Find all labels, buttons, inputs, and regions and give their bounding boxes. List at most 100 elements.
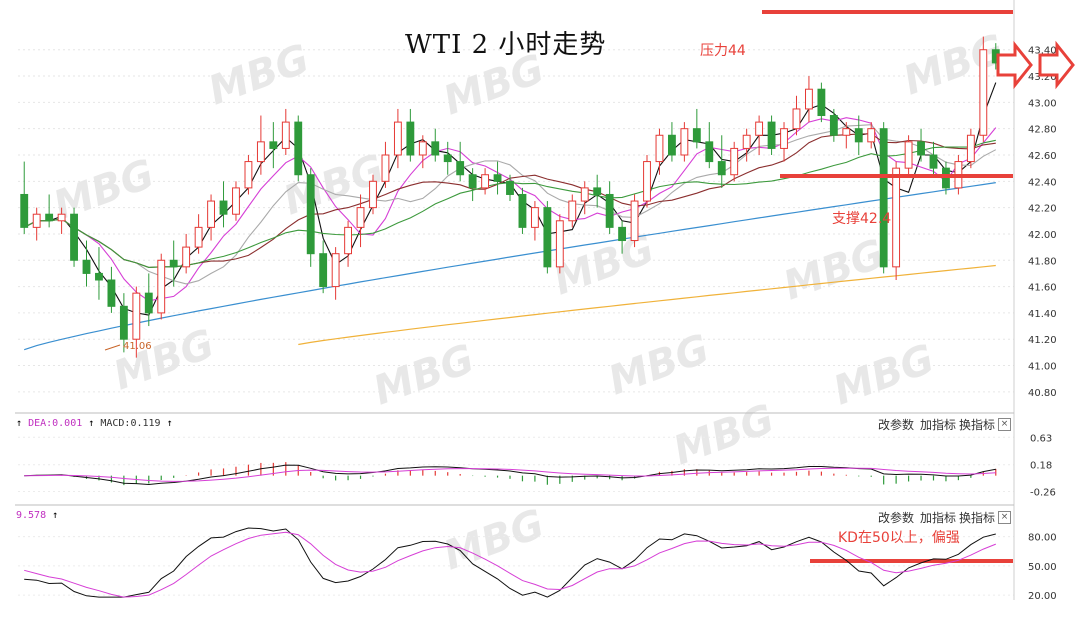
price-tick-label: 42.60 xyxy=(1028,151,1057,162)
macd-axis-ticks: 0.63 0.18 -0.26 xyxy=(1030,433,1056,498)
candle-body xyxy=(618,226,627,242)
candle-body xyxy=(32,213,41,228)
candle-body xyxy=(194,226,203,248)
chart-title: WTI 2 小时走势 xyxy=(405,30,607,60)
candle-body xyxy=(829,115,838,136)
candle-body xyxy=(369,180,377,209)
kd-value-label: 9.578 ↑ xyxy=(16,510,59,521)
sub-grid xyxy=(18,436,1014,596)
candle-body xyxy=(132,292,141,340)
candle-body xyxy=(717,161,726,176)
candle-body xyxy=(780,128,788,149)
macd-lines xyxy=(24,464,996,486)
candle-body xyxy=(518,193,527,228)
kd-tick-label: 50.00 xyxy=(1028,562,1057,573)
candle-body xyxy=(281,121,290,149)
main-grid xyxy=(18,49,1014,393)
candle-body xyxy=(306,174,315,255)
price-axis-ticks: 43.40 43.20 43.00 42.80 42.60 42.40 42.20 42.00… xyxy=(1028,46,1057,399)
candle-body xyxy=(356,207,365,228)
candle-body xyxy=(742,134,751,149)
price-tick-label: 42.80 xyxy=(1028,125,1057,136)
svg-text:MBG: MBG xyxy=(828,336,941,414)
candle-body xyxy=(692,128,701,143)
candle-body xyxy=(530,207,539,228)
candle-body xyxy=(219,200,228,215)
price-tick-label: 41.40 xyxy=(1028,309,1057,320)
candle-body xyxy=(431,141,440,156)
low-marker-arrow xyxy=(104,344,121,351)
candle-body xyxy=(755,121,764,136)
candle-body xyxy=(443,154,452,163)
svg-text:MBG: MBG xyxy=(668,396,781,474)
price-tick-label: 41.00 xyxy=(1028,362,1057,373)
candle-body xyxy=(82,259,91,274)
candle-body xyxy=(904,141,913,169)
candle-body xyxy=(555,220,564,268)
switch-indicator-button-kd[interactable]: 换指标 xyxy=(959,511,996,525)
candle-body xyxy=(543,207,552,268)
candle-body xyxy=(331,253,340,288)
candle-body xyxy=(979,49,988,136)
candle-body xyxy=(493,174,502,182)
svg-text:MBG: MBG xyxy=(898,26,1011,104)
candle-body xyxy=(119,305,128,340)
candle-body xyxy=(929,154,938,169)
candle-body xyxy=(580,187,589,202)
dea-value: DEA:0.001 xyxy=(28,418,83,429)
change-params-button-kd[interactable]: 改参数 xyxy=(878,511,915,525)
candle-body xyxy=(767,121,776,149)
candle-body xyxy=(879,128,888,268)
candle-body xyxy=(867,128,876,143)
price-tick-label: 42.00 xyxy=(1028,230,1057,241)
kd-value: 9.578 xyxy=(16,510,47,521)
candle-body xyxy=(917,141,925,156)
candle-body xyxy=(568,200,577,222)
kd-note-label: KD在50以上，偏强 xyxy=(838,530,960,546)
resistance-label: 压力44 xyxy=(700,43,746,59)
close-panel-button[interactable]: × xyxy=(998,418,1011,431)
switch-indicator-button[interactable]: 换指标 xyxy=(959,418,996,432)
candle-body xyxy=(169,259,178,268)
candle-body xyxy=(667,134,676,156)
candle-body xyxy=(294,121,303,176)
candle-body xyxy=(605,193,614,228)
moving-average-long-blue xyxy=(24,182,996,351)
candle-body xyxy=(680,128,689,156)
d-line xyxy=(24,531,996,598)
add-indicator-button-kd[interactable]: 加指标 xyxy=(920,511,957,525)
candle-body xyxy=(406,121,415,156)
candle-body xyxy=(107,279,116,307)
price-tick-label: 40.80 xyxy=(1028,388,1057,399)
candlesticks xyxy=(20,36,1000,358)
candle-body xyxy=(157,259,166,314)
candle-body xyxy=(319,253,328,288)
candle-body xyxy=(892,167,901,268)
candle-body xyxy=(95,272,103,281)
candle-body xyxy=(842,128,851,136)
candle-body xyxy=(182,246,191,268)
candle-body xyxy=(730,147,739,176)
candle-body xyxy=(20,193,29,228)
svg-text:MBG: MBG xyxy=(368,336,481,414)
price-tick-label: 41.60 xyxy=(1028,283,1057,294)
low-marker-label: 41.06 xyxy=(123,341,152,352)
kd-axis-ticks: 80.00 50.00 20.00 xyxy=(1028,533,1057,603)
candle-body xyxy=(966,134,975,163)
candle-body xyxy=(854,128,863,143)
candle-body xyxy=(344,226,353,255)
candle-body xyxy=(481,174,490,189)
close-panel-button-kd[interactable]: × xyxy=(998,511,1011,524)
candle-body xyxy=(381,154,390,182)
mbg-watermark: MBG MBG MBG MBG MBG MBG MBG MBG MBG MBG … xyxy=(48,26,1011,579)
candle-body xyxy=(456,161,465,176)
candle-body xyxy=(232,187,240,215)
candle-body xyxy=(207,200,215,228)
candle-body xyxy=(57,213,66,222)
add-indicator-button[interactable]: 加指标 xyxy=(920,418,957,432)
change-params-button[interactable]: 改参数 xyxy=(878,418,915,432)
candle-body xyxy=(256,141,265,163)
svg-text:MBG: MBG xyxy=(778,231,891,309)
candle-body xyxy=(45,213,54,222)
